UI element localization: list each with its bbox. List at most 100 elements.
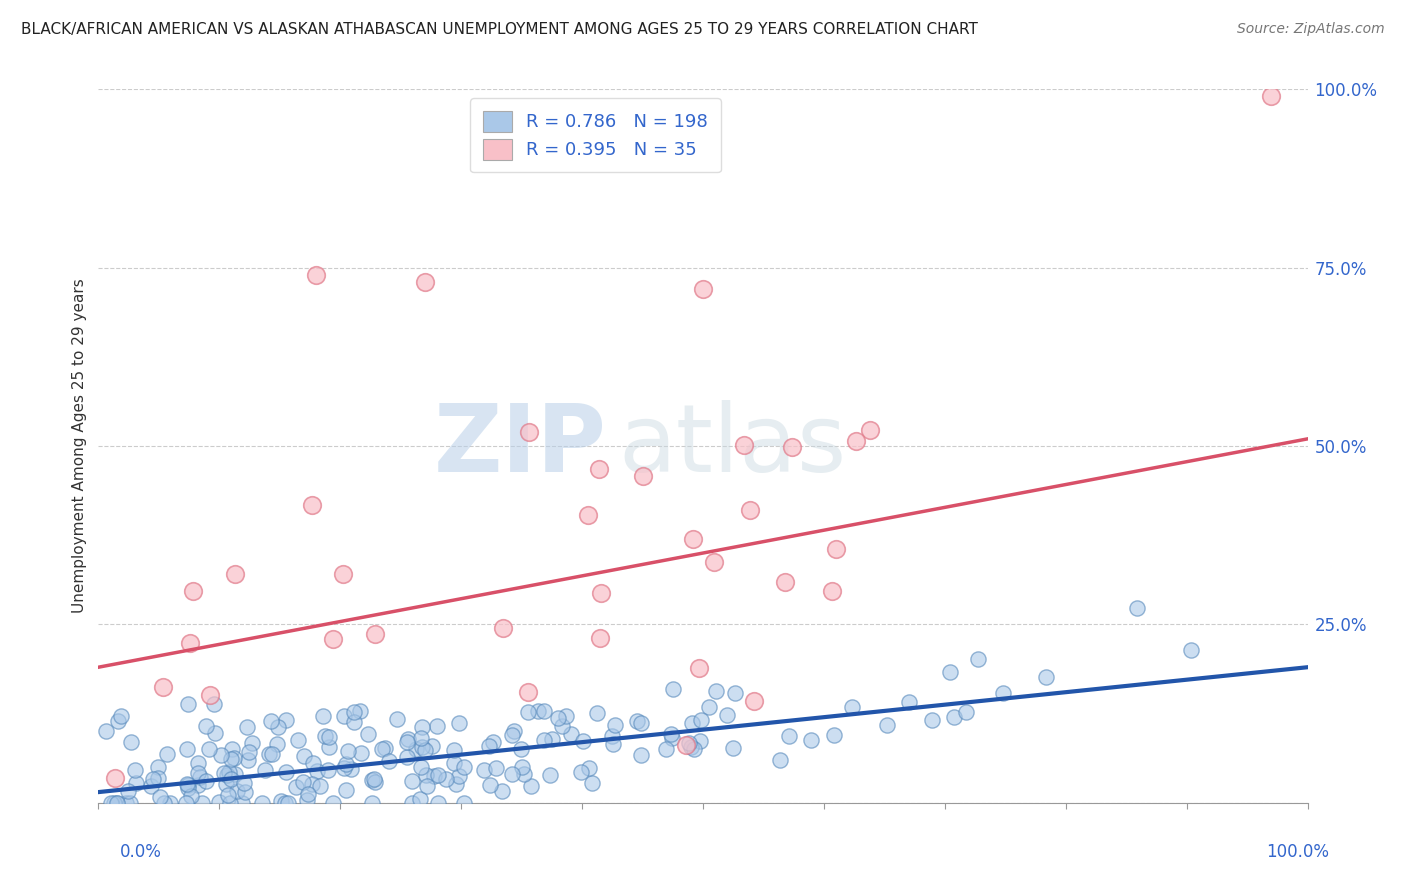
Point [444,777,467,791]
Point [966,652,988,666]
Point [277,796,299,810]
Point [188,770,211,784]
Point [335,757,357,772]
Point [409,792,432,806]
Point [180,789,202,803]
Point [224,750,246,764]
Point [124,763,146,777]
Point [485,761,508,775]
Point [526,704,548,718]
Point [533,704,555,718]
Point [1126,601,1149,615]
Point [943,710,966,724]
Point [333,709,356,723]
Point [405,742,427,756]
Point [385,712,408,726]
Point [472,763,495,777]
Point [107,714,129,728]
Point [270,794,292,808]
Point [115,796,138,810]
Point [823,728,845,742]
Point [105,796,128,810]
Point [274,796,297,810]
Point [187,766,209,780]
Point [778,730,800,744]
Point [413,275,436,289]
Point [231,796,253,810]
Point [176,741,198,756]
Point [318,740,340,755]
Point [212,766,235,780]
Point [512,767,534,781]
Point [357,727,380,741]
Point [276,713,298,727]
Point [240,736,263,750]
Point [395,750,418,764]
Point [447,716,470,731]
Point [259,747,281,762]
Point [939,665,962,680]
Point [426,719,449,733]
Point [208,795,231,809]
Point [560,727,582,741]
Point [703,555,725,569]
Point [824,542,846,557]
Point [602,737,624,751]
Point [318,731,340,745]
Point [991,685,1014,699]
Point [187,756,209,770]
Point [630,716,652,731]
Point [197,741,219,756]
Point [118,796,141,810]
Point [1035,670,1057,684]
Point [1260,89,1282,103]
Point [512,760,534,774]
Point [360,773,382,788]
Point [219,772,242,787]
Point [453,796,475,810]
Point [176,777,198,791]
Point [411,731,433,746]
Point [194,719,217,733]
Point [478,778,501,792]
Point [177,697,200,711]
Point [266,737,288,751]
Point [100,796,122,810]
Point [600,729,623,743]
Point [859,423,882,437]
Point [155,747,177,761]
Point [716,708,738,723]
Point [679,740,702,755]
Point [301,499,323,513]
Point [662,682,685,697]
Point [682,532,704,546]
Point [661,731,683,746]
Point [105,796,128,810]
Point [374,740,396,755]
Point [413,743,436,757]
Point [224,766,246,780]
Point [215,777,238,791]
Point [215,768,238,782]
Point [589,632,612,646]
Point [110,709,132,723]
Point [654,742,676,756]
Point [174,796,197,810]
Point [688,660,710,674]
Point [250,796,273,810]
Point [401,774,423,789]
Text: atlas: atlas [619,400,846,492]
Point [501,767,523,781]
Point [581,776,603,790]
Y-axis label: Unemployment Among Ages 25 to 29 years: Unemployment Among Ages 25 to 29 years [72,278,87,614]
Point [343,705,366,719]
Point [103,796,125,810]
Point [285,780,308,794]
Point [547,711,569,725]
Point [195,774,218,789]
Point [218,764,240,779]
Point [501,728,523,742]
Point [415,779,437,793]
Point [630,747,652,762]
Point [415,768,437,782]
